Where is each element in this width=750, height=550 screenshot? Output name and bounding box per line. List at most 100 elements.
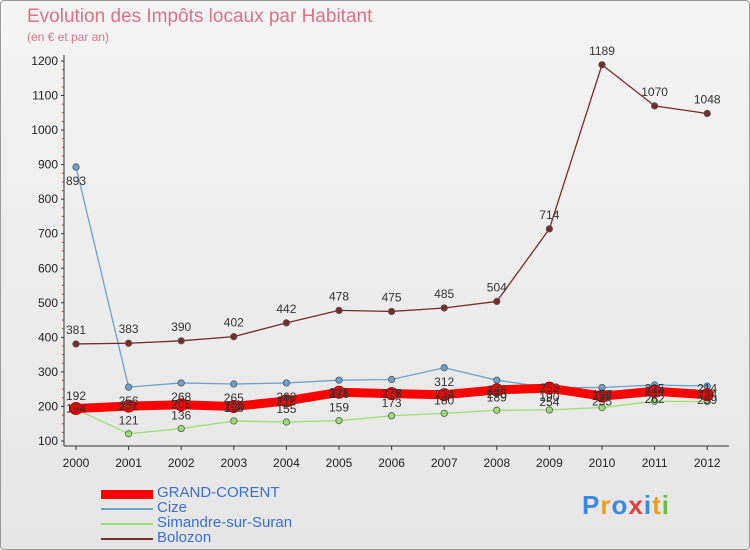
- y-tick-label: 200: [38, 399, 58, 413]
- data-label: 390: [171, 320, 191, 334]
- y-tick-label: 900: [38, 158, 58, 172]
- data-label: 256: [119, 394, 139, 408]
- data-point: [387, 375, 396, 384]
- data-label: 234: [434, 388, 454, 402]
- data-point: [174, 398, 188, 412]
- data-label: 265: [224, 391, 244, 405]
- data-point: [122, 399, 136, 413]
- data-label: 276: [487, 387, 507, 401]
- data-point: [385, 387, 399, 401]
- data-point: [650, 102, 659, 110]
- data-point: [440, 409, 448, 417]
- data-point: [545, 406, 554, 414]
- data-label: 714: [539, 208, 559, 222]
- data-point: [598, 61, 606, 69]
- legend-item: Simandre-sur-Suran: [101, 514, 401, 531]
- data-point: [125, 430, 133, 438]
- x-tick-label: 2009: [536, 456, 563, 470]
- data-point: [335, 376, 343, 384]
- data-label: 173: [382, 396, 402, 410]
- data-point: [650, 397, 659, 405]
- data-label: 215: [645, 381, 665, 395]
- data-point: [493, 297, 501, 306]
- data-label: 230: [592, 389, 612, 403]
- x-tick-label: 2004: [273, 456, 300, 470]
- data-label: 485: [434, 287, 454, 301]
- data-point: [72, 163, 80, 171]
- legend-item: Bolozon: [101, 529, 401, 546]
- x-tick-label: 2002: [168, 456, 195, 470]
- data-point: [648, 384, 662, 398]
- legend-item: Cize: [101, 499, 401, 516]
- legend-swatch: [101, 508, 153, 510]
- data-point: [227, 399, 241, 413]
- data-label: 189: [487, 390, 507, 404]
- data-point: [598, 403, 606, 412]
- series-line-cize: [75, 166, 708, 389]
- data-label: 381: [66, 323, 86, 337]
- data-label: 475: [382, 290, 402, 304]
- data-label: 1048: [694, 92, 721, 106]
- data-label: 194: [66, 402, 86, 416]
- x-tick-label: 2007: [431, 456, 458, 470]
- data-label: 1189: [589, 44, 615, 58]
- data-label: 234: [697, 388, 717, 402]
- data-point: [335, 417, 343, 425]
- proxiti-logo: Proxiti: [582, 490, 670, 520]
- data-label: 253: [539, 381, 559, 395]
- data-point: [440, 304, 448, 312]
- data-label: 254: [539, 395, 559, 409]
- data-label: 205: [171, 398, 191, 412]
- legend-label: Cize: [157, 499, 188, 516]
- data-label: 893: [66, 174, 86, 188]
- data-label: 478: [329, 289, 349, 303]
- data-point: [282, 418, 290, 426]
- data-point: [437, 388, 451, 402]
- x-tick-label: 2010: [589, 456, 616, 470]
- data-point: [125, 339, 133, 347]
- data-point: [279, 394, 293, 408]
- data-label: 197: [592, 387, 612, 401]
- data-point: [542, 381, 556, 395]
- data-point: [282, 379, 290, 387]
- data-label: 192: [66, 389, 86, 403]
- y-tick-label: 400: [38, 330, 58, 344]
- data-point: [230, 417, 238, 425]
- y-tick-label: 500: [38, 296, 58, 310]
- data-point: [545, 225, 554, 233]
- data-point: [177, 424, 185, 433]
- chart-subtitle: (en € et par an): [27, 30, 110, 44]
- data-label: 276: [329, 387, 349, 401]
- data-label: 200: [224, 399, 244, 413]
- data-point: [595, 389, 609, 403]
- y-tick-label: 100: [38, 434, 58, 448]
- data-label: 262: [645, 392, 665, 406]
- data-label: 259: [697, 393, 717, 407]
- chart-title: Evolution des Impôts locaux par Habitant: [27, 6, 373, 27]
- data-label: 268: [171, 390, 191, 404]
- legend-label: Simandre-sur-Suran: [157, 514, 293, 531]
- data-label: 155: [276, 402, 296, 416]
- data-label: 190: [539, 390, 559, 404]
- y-tick-label: 700: [38, 227, 58, 241]
- data-label: 216: [276, 394, 296, 408]
- data-point: [125, 383, 133, 391]
- y-tick-label: 1200: [31, 54, 58, 68]
- y-tick-label: 1100: [32, 89, 58, 103]
- data-label: 278: [382, 387, 402, 401]
- data-label: 121: [119, 414, 139, 428]
- x-tick-label: 2001: [115, 456, 142, 470]
- y-tick-label: 1000: [31, 123, 58, 137]
- y-tick-label: 600: [38, 261, 58, 275]
- data-point: [493, 406, 501, 414]
- legend-item: GRAND-CORENT: [101, 484, 401, 501]
- data-label: 237: [382, 387, 402, 401]
- data-label: 312: [434, 375, 454, 389]
- data-point: [490, 383, 504, 397]
- x-tick-label: 2005: [326, 456, 353, 470]
- data-point: [387, 307, 396, 316]
- data-label: 402: [224, 316, 244, 330]
- data-label: 158: [224, 401, 244, 415]
